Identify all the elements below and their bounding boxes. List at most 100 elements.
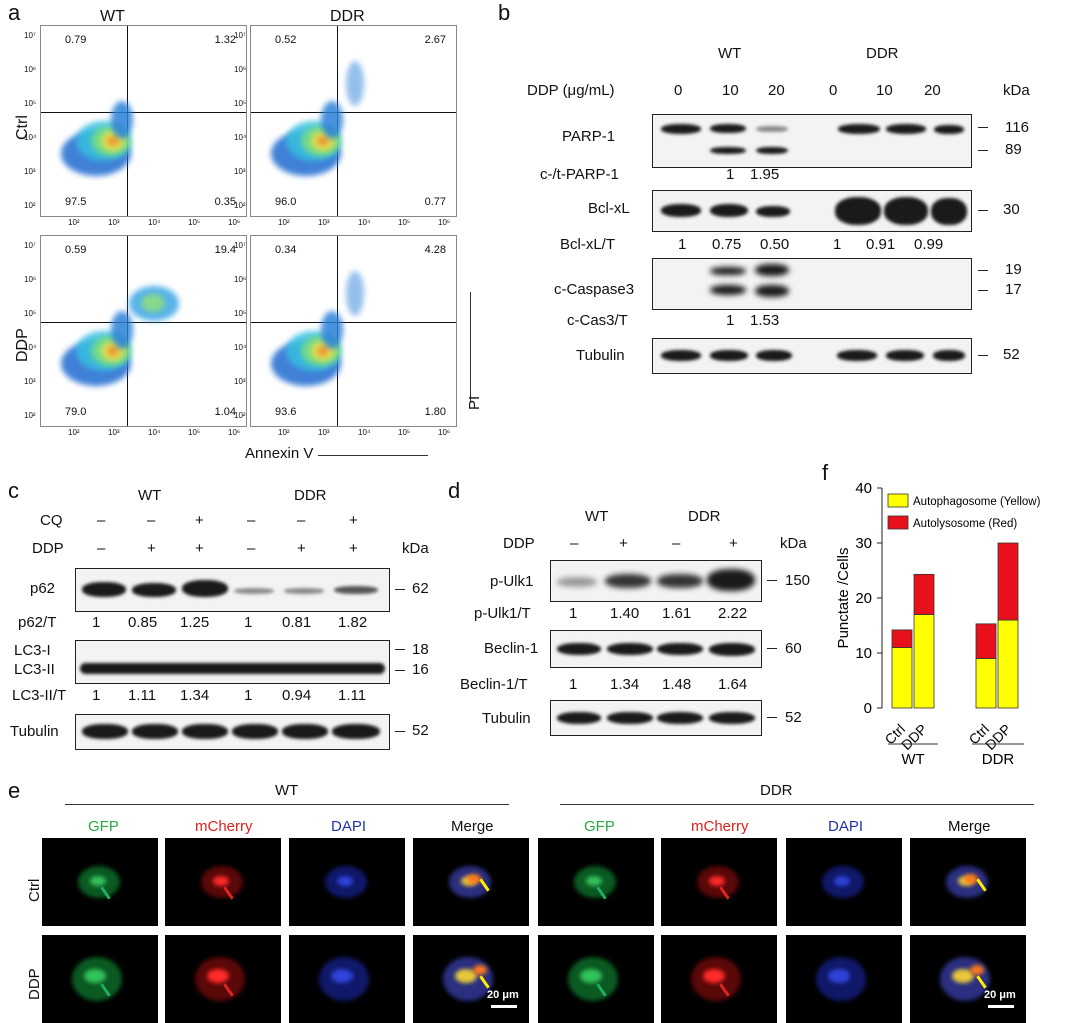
casp-ratio-v1: 1 [726, 312, 735, 329]
p62-ratio-value: 0.85 [128, 614, 158, 631]
quadrant-percent-ll: 96.0 [275, 196, 297, 208]
panel-a-col-wt: WT [100, 8, 125, 25]
y-tick-label: 10² [24, 201, 36, 210]
beclin-label: Beclin-1 [484, 640, 539, 657]
quadrant-percent-ul: 0.59 [65, 244, 87, 256]
micrograph-dapi [786, 935, 902, 1023]
y-axis-arrow-line [470, 292, 471, 402]
quadrant-percent-ul: 0.79 [65, 34, 87, 46]
quadrant-percent-ll: 97.5 [65, 196, 87, 208]
scale-bar [491, 1005, 517, 1008]
panel-d-letter: d [448, 478, 461, 503]
x-tick-label: 10³ [318, 218, 330, 227]
bcl-ratio-value: 1 [678, 236, 687, 253]
lc3-blot [75, 640, 390, 684]
micrograph-merge [910, 935, 1026, 1023]
micrograph-merge [910, 838, 1026, 926]
bcl-label: Bcl-xL [588, 200, 630, 217]
cq-sign: + [349, 512, 358, 529]
bar-autophagosome [913, 614, 935, 709]
y-tick-label: 10⁵ [24, 99, 37, 108]
quadrant-line-h [251, 321, 456, 323]
quadrant-line-h [251, 111, 456, 113]
bar-autophagosome [997, 619, 1019, 709]
flow-plot: 0.34 4.28 93.6 1.80 [250, 235, 457, 427]
cell-density-blob [321, 311, 343, 349]
cell-puncta [828, 969, 850, 983]
y-tick-label: 20 [855, 590, 872, 607]
ddp-c-label: DDP [32, 540, 64, 557]
p62-ratio-value: 1.25 [180, 614, 210, 631]
bcl-ratio-label: Bcl-xL/T [560, 236, 616, 253]
beclin-ratio-value: 1 [569, 676, 578, 693]
parp-ratio-v1: 1 [726, 166, 735, 183]
panel-e-wt-line [65, 804, 509, 805]
channel-label: Merge [948, 818, 991, 835]
quadrant-percent-ul: 0.52 [275, 34, 297, 46]
tub-b-kda: 52 [1003, 346, 1020, 363]
y-tick-label: 0 [864, 700, 872, 717]
ddp-d-label: DDP [503, 535, 535, 552]
casp-label: c-Caspase3 [554, 281, 635, 298]
p62-ratio-value: 1.82 [338, 614, 368, 631]
bar-autolysosome [975, 623, 997, 659]
panel-a-letter: a [8, 0, 21, 25]
y-tick-label: 10⁵ [24, 309, 37, 318]
panel-b-group-wt: WT [718, 45, 742, 62]
channel-label: DAPI [331, 818, 367, 835]
quadrant-percent-ll: 79.0 [65, 406, 87, 418]
flow-plot: 0.59 19.4 79.0 1.04 [40, 235, 247, 427]
quadrant-percent-ur: 1.32 [214, 34, 236, 46]
cell-puncta [834, 876, 850, 886]
bcl-blot [652, 190, 972, 232]
cell-puncta [455, 969, 477, 983]
casp-ratio-label: c-Cas3/T [567, 312, 628, 329]
parp-ratio-v2: 1.95 [750, 166, 780, 183]
x-tick-label: 10⁶ [228, 218, 241, 227]
bcl-kda: 30 [1003, 201, 1020, 218]
channel-label: Merge [451, 818, 494, 835]
scale-bar-label: 20 μm [487, 989, 519, 1001]
x-tick-label: 10⁵ [398, 428, 411, 437]
x-tick-label: 10³ [108, 428, 120, 437]
legend-swatch [887, 515, 909, 530]
lc3-i-label: LC3-I [14, 642, 51, 659]
y-tick-label: 10⁶ [24, 65, 37, 74]
ddp-d-sign: + [619, 535, 628, 552]
x-tick-label: 10⁴ [358, 428, 371, 437]
y-tick-label: 10⁴ [24, 343, 37, 352]
ddp-d-sign: + [729, 535, 738, 552]
y-tick-label: 10⁶ [234, 65, 247, 74]
ddp-sign: – [97, 540, 106, 557]
panel-e-letter: e [8, 778, 21, 803]
panel-e-ddr-line [560, 804, 1034, 805]
channel-label: GFP [88, 818, 119, 835]
x-tick-label: 10⁴ [148, 218, 161, 227]
cell-density-blob [346, 271, 364, 316]
y-tick-label: 10⁶ [24, 275, 37, 284]
p62-blot [75, 568, 390, 612]
cell-puncta [90, 876, 106, 886]
panel-e-row-ddp: DDP [26, 968, 43, 1000]
bar-autophagosome [975, 658, 997, 709]
flow-plot: 0.79 1.32 97.5 0.35 [40, 25, 247, 217]
parp-ratio-label: c-/t-PARP-1 [540, 166, 619, 183]
dose-value: 10 [722, 82, 739, 99]
lc3-ratio-label: LC3-II/T [12, 687, 67, 704]
p62-label: p62 [30, 580, 56, 597]
pulk-blot [550, 560, 762, 602]
y-tick-label: 10⁵ [234, 99, 247, 108]
panel-d-group-ddr: DDR [688, 508, 721, 525]
ddp-sign: + [297, 540, 306, 557]
scale-bar-label: 20 μm [984, 989, 1016, 1001]
lc3-kda-18: 18 [412, 641, 429, 658]
micrograph-merge [413, 935, 529, 1023]
cell-density-blob [107, 346, 119, 356]
pulk-kda: 150 [785, 572, 811, 589]
ddp-sign: + [147, 540, 156, 557]
cell-puncta [331, 969, 353, 983]
bcl-ratio-value: 1 [833, 236, 842, 253]
panel-b-letter: b [498, 0, 511, 25]
ddp-d-sign: – [672, 535, 681, 552]
